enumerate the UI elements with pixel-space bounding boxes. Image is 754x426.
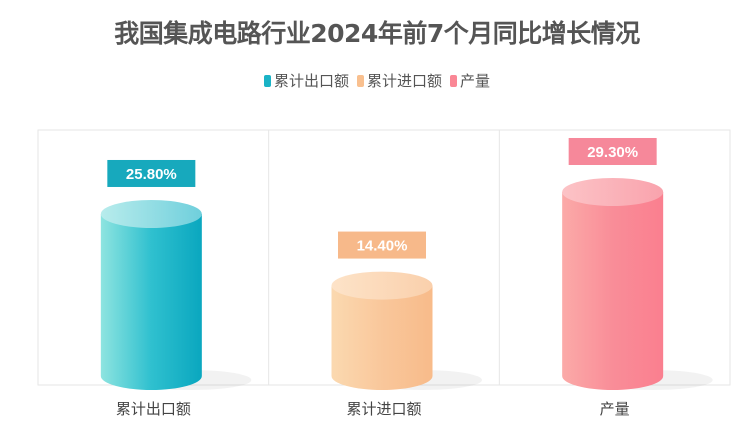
data-label-box	[568, 137, 657, 165]
legend-label: 产量	[460, 72, 491, 90]
x-tick-label: 累计进口额	[346, 400, 421, 418]
legend-item[interactable]: 累计进口额	[356, 70, 442, 91]
chart-title: 我国集成电路行业2024年前7个月同比增长情况	[114, 19, 640, 48]
bar-body	[562, 191, 664, 390]
legend-label: 累计出口额	[273, 72, 349, 90]
bar-top	[331, 271, 433, 300]
bar-top	[100, 199, 202, 228]
legend-item[interactable]: 产量	[450, 70, 490, 91]
legend-swatch	[356, 74, 364, 87]
x-tick-label: 产量	[600, 400, 630, 418]
bar-body	[331, 285, 433, 390]
data-label-box	[338, 231, 426, 259]
legend-swatch	[450, 74, 457, 87]
bar-0: 25.80%	[100, 159, 252, 390]
data-label-box	[107, 159, 196, 187]
data-label: 29.30%	[587, 144, 638, 161]
data-label: 25.80%	[126, 166, 177, 183]
legend-swatch	[263, 74, 271, 87]
legend: 累计出口额 累计进口额 产量	[0, 70, 754, 91]
data-label: 14.40%	[357, 238, 408, 255]
bar-1: 14.40%	[331, 231, 482, 390]
x-tick-label: 累计出口额	[116, 400, 191, 418]
bar-top	[562, 177, 664, 206]
bar-2: 29.30%	[562, 137, 713, 390]
legend-item[interactable]: 累计出口额	[263, 70, 349, 91]
legend-label: 累计进口额	[366, 72, 442, 90]
bar-body	[100, 213, 202, 390]
